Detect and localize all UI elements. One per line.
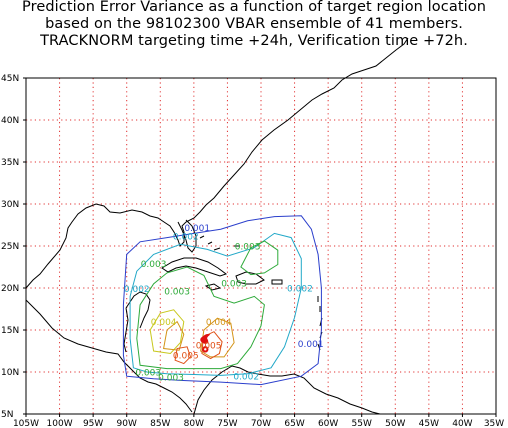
contour-label: 0.002 [287,284,313,294]
contour-label: 0.003 [235,242,261,252]
lon-tick-label: 105W [13,419,39,428]
lat-tick-label: 30N [1,200,19,210]
contour-label: 0.004 [206,318,232,328]
lon-tick-label: 65W [284,419,304,428]
title-line-1: Prediction Error Variance as a function … [21,0,486,15]
contour-0.005b [174,346,192,365]
coastline-cuba [161,257,228,277]
plot-frame [25,77,497,415]
coastline-bahamas [199,235,240,251]
lon-tick-label: 85W [150,419,170,428]
lon-tick-label: 100W [47,419,73,428]
lat-lon-grid [26,78,496,414]
lat-tick-label: 10N [1,368,19,378]
lon-tick-label: 70W [251,419,271,428]
lon-tick-label: 40W [452,419,472,428]
contour-maximum [200,333,211,344]
axis-ticks: 105W 100W 95W 90W 85W 80W 75W 70W 65W 60W 55W 50W 45… [1,74,504,428]
lon-tick-label: 90W [117,419,137,428]
coastline-south-america [193,365,381,415]
lon-tick-label: 60W [318,419,338,428]
contour-maximum-ring [202,346,209,353]
lon-tick-label: 50W [385,419,405,428]
contour-label: 0.002 [124,285,150,295]
lon-tick-label: 35W [484,419,504,428]
contour-label: 0.003 [141,260,167,270]
contour-label: 0.002 [233,373,259,383]
lon-tick-label: 75W [217,419,237,428]
contour-label: 0.003 [164,288,190,298]
lat-tick-label: 15N [1,326,19,336]
lat-tick-label: 40N [1,116,19,126]
contour-label: 0.001 [184,224,210,234]
contour-0.004a [149,309,185,355]
contour-0.002 [129,232,302,376]
lon-tick-label: 95W [83,419,103,428]
contour-label: 0.004 [151,318,177,328]
contour-0.003b [240,240,279,276]
lat-tick-label: 5N [1,410,13,420]
title-line-2: based on the 98102300 VBAR ensemble of 4… [45,16,463,32]
contour-label: 0.001 [298,340,324,350]
contour-lines [122,215,322,386]
lat-tick-label: 25N [1,242,19,252]
coastlines [25,37,409,415]
coastline-florida [177,219,197,253]
contour-label: 0.003 [221,279,247,289]
contour-0.003a [136,266,265,370]
contour-label: 0.005 [196,341,222,351]
contour-0.001 [122,215,322,386]
lat-tick-label: 45N [1,74,19,84]
coastline-north-america [25,37,409,289]
coastline-puerto-rico [271,279,283,285]
coastline-central-america [25,291,193,413]
lat-tick-label: 20N [1,284,19,294]
lat-tick-label: 35N [1,158,19,168]
lon-tick-label: 45W [419,419,439,428]
lon-tick-label: 80W [184,419,204,428]
contour-label: 0.005 [173,352,199,362]
contour-label: 0.003 [135,368,161,378]
contour-label: 0.003 [158,373,184,383]
contour-label: 0.002 [173,232,199,242]
lon-tick-label: 55W [352,419,372,428]
title-line-3: TRACKNORM targeting time +24h, Verificat… [40,33,468,49]
